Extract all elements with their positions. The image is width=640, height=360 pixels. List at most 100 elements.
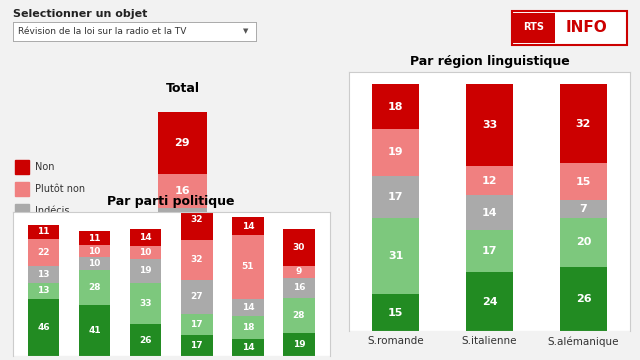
Text: 22: 22	[175, 245, 190, 255]
Bar	[181, 200, 212, 240]
Bar	[79, 305, 110, 356]
Bar	[372, 218, 419, 294]
Text: 10: 10	[88, 259, 100, 268]
Bar	[560, 84, 607, 163]
Bar	[560, 201, 607, 218]
Text: 12: 12	[482, 176, 497, 186]
Text: 26: 26	[140, 336, 152, 345]
Bar	[15, 161, 29, 174]
Text: 17: 17	[388, 192, 403, 202]
Text: 10: 10	[140, 248, 152, 257]
Text: 17: 17	[191, 341, 203, 350]
Text: 46: 46	[37, 323, 50, 332]
FancyBboxPatch shape	[512, 11, 627, 45]
Bar	[28, 266, 60, 283]
Text: 9: 9	[179, 212, 186, 222]
Bar	[283, 333, 315, 356]
Bar	[79, 231, 110, 245]
Bar	[232, 316, 264, 339]
Text: 31: 31	[388, 251, 403, 261]
Text: 11: 11	[88, 234, 101, 243]
Text: 51: 51	[241, 262, 254, 271]
Text: 15: 15	[576, 177, 591, 187]
Bar	[157, 207, 207, 226]
Text: 32: 32	[576, 119, 591, 129]
Text: 33: 33	[482, 120, 497, 130]
Text: 41: 41	[88, 326, 101, 335]
Text: 14: 14	[241, 222, 254, 231]
Text: 22: 22	[37, 248, 50, 257]
Bar	[560, 267, 607, 331]
Title: Par région linguistique: Par région linguistique	[410, 55, 570, 68]
Bar	[466, 272, 513, 331]
Text: 17: 17	[191, 320, 203, 329]
Text: Non: Non	[35, 162, 55, 172]
Bar	[28, 225, 60, 239]
Text: 24: 24	[175, 294, 190, 303]
Bar	[157, 273, 207, 324]
Text: 14: 14	[140, 233, 152, 242]
Text: 16: 16	[292, 283, 305, 292]
Bar	[372, 129, 419, 176]
Text: Indécis: Indécis	[35, 206, 70, 216]
Text: Oui: Oui	[35, 250, 52, 260]
Bar	[181, 335, 212, 356]
Bar	[181, 280, 212, 314]
Bar	[28, 283, 60, 299]
Text: 19: 19	[292, 340, 305, 349]
Bar	[372, 84, 419, 129]
Bar	[130, 259, 161, 283]
Bar	[130, 283, 161, 324]
Bar	[232, 339, 264, 356]
FancyBboxPatch shape	[513, 13, 555, 43]
Bar	[232, 299, 264, 316]
Bar	[232, 217, 264, 235]
Bar	[28, 299, 60, 356]
Text: 9: 9	[296, 267, 302, 276]
Bar	[466, 230, 513, 272]
Bar	[79, 270, 110, 305]
Text: INFO: INFO	[566, 20, 608, 35]
Text: 14: 14	[241, 343, 254, 352]
Bar	[181, 314, 212, 335]
Bar	[157, 226, 207, 273]
Text: 14: 14	[241, 303, 254, 312]
Text: ▼: ▼	[243, 28, 249, 35]
Bar	[372, 176, 419, 218]
Bar	[28, 239, 60, 266]
Bar	[157, 112, 207, 174]
Bar	[15, 248, 29, 262]
Text: 28: 28	[292, 311, 305, 320]
Text: 29: 29	[175, 138, 190, 148]
Text: Total: Total	[165, 82, 200, 95]
Bar	[157, 174, 207, 207]
Text: 13: 13	[37, 286, 50, 295]
Bar	[466, 195, 513, 230]
Text: 18: 18	[241, 323, 254, 332]
Bar	[15, 183, 29, 196]
Text: Révision de la loi sur la radio et la TV: Révision de la loi sur la radio et la TV	[18, 27, 186, 36]
Bar	[283, 266, 315, 278]
Text: 10: 10	[88, 247, 100, 256]
Text: 17: 17	[482, 246, 497, 256]
Bar	[130, 246, 161, 259]
Text: Plutôt oui: Plutôt oui	[35, 228, 82, 238]
Bar	[283, 229, 315, 266]
Text: 30: 30	[292, 243, 305, 252]
Bar	[79, 257, 110, 270]
Text: 7: 7	[580, 204, 588, 214]
Text: 13: 13	[37, 270, 50, 279]
Text: Plutôt non: Plutôt non	[35, 184, 86, 194]
Text: 15: 15	[388, 308, 403, 318]
Text: 19: 19	[388, 147, 404, 157]
Bar	[15, 204, 29, 218]
Bar	[15, 226, 29, 240]
Bar	[560, 218, 607, 267]
Text: 11: 11	[37, 227, 50, 236]
Bar	[560, 163, 607, 201]
Bar	[283, 298, 315, 333]
Bar	[283, 278, 315, 298]
Text: 32: 32	[191, 256, 203, 265]
Text: 18: 18	[388, 102, 403, 112]
Bar	[232, 235, 264, 299]
